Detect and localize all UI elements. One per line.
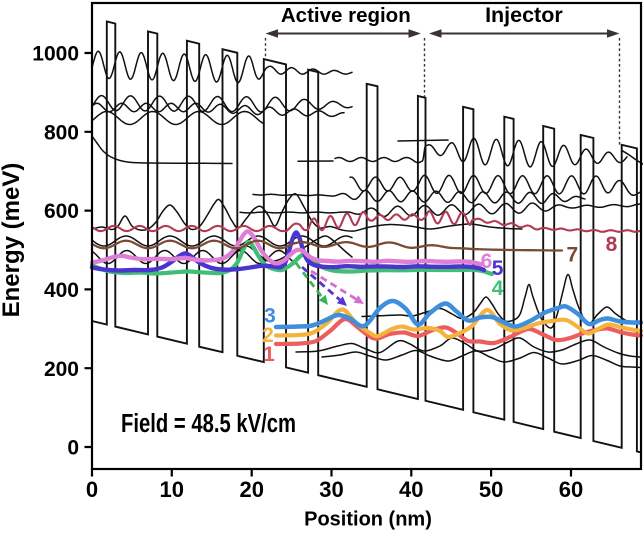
svg-text:7: 7 [567,243,579,266]
svg-text:30: 30 [319,477,343,502]
svg-text:Active region: Active region [281,4,411,27]
svg-text:0: 0 [67,437,79,460]
svg-text:60: 60 [559,477,583,502]
svg-text:40: 40 [399,477,423,502]
svg-text:800: 800 [44,121,79,144]
svg-text:8: 8 [606,233,618,256]
svg-text:5: 5 [492,257,504,280]
svg-text:200: 200 [44,358,79,381]
svg-text:6: 6 [481,250,493,273]
svg-text:1000: 1000 [32,43,79,66]
svg-text:600: 600 [44,200,79,223]
svg-text:Injector: Injector [485,3,563,27]
svg-text:10: 10 [160,477,184,502]
svg-text:400: 400 [44,279,79,302]
svg-text:3: 3 [264,305,276,328]
svg-text:1: 1 [263,343,275,366]
svg-text:Energy (meV): Energy (meV) [0,163,25,318]
svg-text:0: 0 [86,477,98,502]
svg-text:2: 2 [262,324,274,347]
svg-text:4: 4 [492,277,504,300]
svg-text:50: 50 [479,477,503,502]
svg-text:Field = 48.5 kV/cm: Field = 48.5 kV/cm [121,410,296,438]
svg-text:Position (nm): Position (nm) [304,509,432,531]
svg-text:20: 20 [239,477,263,502]
